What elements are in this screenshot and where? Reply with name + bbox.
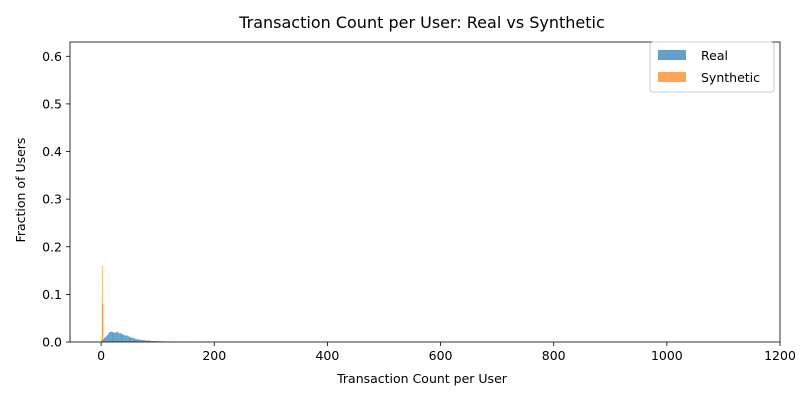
bar-real [143,340,145,342]
bar-real [145,340,147,342]
bar-real [124,335,126,342]
x-tick-label: 200 [202,348,226,363]
bar-real [126,335,128,342]
series-synthetic-bars [101,265,105,342]
bar-synthetic [102,303,104,342]
x-tick-label: 800 [542,348,566,363]
bar-real [148,340,150,342]
bar-real [103,337,106,342]
bar-real [105,336,107,342]
bar-real [123,334,125,342]
bar-real [133,338,135,342]
legend-swatch-real [658,50,686,60]
bar-real [117,331,119,342]
bar-real [161,341,163,342]
y-tick-label: 0.0 [42,335,62,350]
legend-swatch-synthetic [658,72,686,82]
bar-real [142,340,144,342]
y-tick-label: 0.3 [42,192,62,207]
bar-real [120,333,123,342]
bar-real [132,337,134,342]
bar-real [157,341,159,342]
bar-real [115,332,117,342]
x-tick-label: 1200 [764,348,796,363]
bar-real [108,332,110,342]
bar-synthetic [101,339,103,342]
bar-real [112,332,115,342]
x-tick-label: 1000 [651,348,683,363]
x-tick-label: 400 [315,348,339,363]
bar-real [109,332,111,342]
bar-real [122,334,124,342]
bar-real [141,340,143,342]
chart-title: Transaction Count per User: Real vs Synt… [238,13,605,32]
bar-real [150,341,152,342]
legend-label-synthetic: Synthetic [701,70,760,85]
bar-real [154,341,156,342]
bar-real [129,337,132,342]
bar-real [116,332,118,342]
bar-real [146,340,149,342]
bar-real [137,339,140,342]
bar-real [102,339,104,342]
ticks: 0 200 400 600 800 1000 1200 0.0 0.1 0.2 0.3 0.4 0.5 0… [42,49,796,363]
bar-real [110,331,112,342]
bar-real [107,334,109,342]
bar-real [135,339,137,342]
bar-real [128,336,130,342]
y-axis-label: Fraction of Users [13,138,28,243]
x-tick-label: 600 [429,348,453,363]
x-tick-label: 0 [97,348,105,363]
legend-label-real: Real [701,48,728,63]
bar-real [127,336,129,342]
x-axis-label: Transaction Count per User [336,371,508,386]
bar-real [114,332,116,342]
bar-real [111,332,113,342]
axes-frame [69,41,781,343]
bar-real [131,337,133,342]
y-tick-label: 0.4 [42,144,62,159]
bar-real [153,341,155,342]
bar-real [144,340,146,342]
bar-real [134,338,136,342]
bar-synthetic [103,340,104,342]
bar-real [119,332,121,342]
bar-real [151,341,153,342]
bar-real [136,339,138,342]
y-tick-label: 0.6 [42,49,62,64]
bar-real [155,341,158,342]
bar-real [139,339,141,342]
y-tick-label: 0.5 [42,96,62,111]
bar-synthetic [101,265,103,342]
axes [69,41,781,343]
bar-real [125,335,127,342]
bar-real [149,340,151,342]
bar-real [159,341,161,342]
bar-real [152,341,154,342]
bar-real [106,335,108,342]
series-real-bars [101,331,261,342]
legend: Real Synthetic [649,41,775,93]
bar-real [140,339,142,342]
y-tick-label: 0.1 [42,287,62,302]
bar-real [118,333,120,342]
y-tick-label: 0.2 [42,239,62,254]
